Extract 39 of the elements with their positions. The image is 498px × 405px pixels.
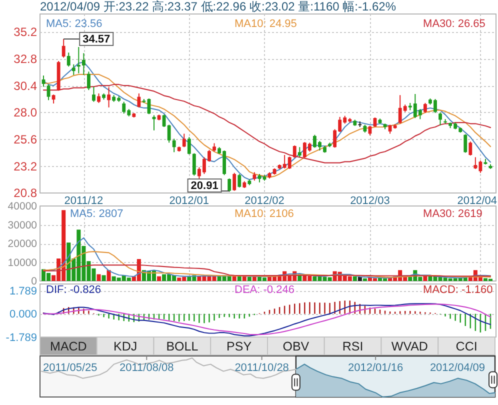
x-tick-label: 2011/08/08 — [120, 362, 174, 374]
tab: BOLL — [153, 336, 212, 356]
tab: OBV — [267, 336, 325, 356]
y-tick-label: 30.4 — [14, 78, 38, 93]
annotation: 2012/04/09 — [430, 362, 485, 374]
legend: MA5: 23.56 MA10: 24.95 MA30: 26.65 — [46, 18, 486, 30]
y-tick-label: 0 — [31, 276, 38, 288]
y-tick-label: 30000 — [8, 219, 38, 232]
y-tick-label: 35.2 — [14, 25, 38, 40]
y-tick-label: 20.8 — [14, 186, 38, 200]
y-tick-label: 1.789 — [9, 285, 37, 298]
x-tick-label: 2012/03 — [350, 195, 390, 207]
legend: DIF: -0.826 DEA: -0.246 MACD: -1.160 — [46, 284, 493, 296]
y-tick-label: 20000 — [8, 238, 38, 250]
y-tick-label: 25.6 — [14, 132, 38, 146]
value-label: 34.57 — [63, 32, 114, 46]
tab: CCI — [438, 336, 496, 356]
chart-title: 2012/04/09 开:23.22 高:23.37 低:22.96 收:23.02 量:1160 幅:-1.62% — [40, 0, 396, 14]
y-tick-label: -1.789 — [6, 332, 37, 344]
annotation: 2011/05/25 — [43, 362, 98, 374]
y-tick-label: 28.0 — [14, 106, 38, 120]
x-tick-label: 2012/02 — [244, 195, 284, 207]
legend: MA5: 2807 MA10: 2106 MA30: 2619 — [70, 208, 482, 220]
y-tick-label: 23.2 — [14, 159, 38, 174]
tab: PSY — [210, 336, 268, 356]
x-tick-label: 2012/01/16 — [348, 362, 404, 374]
tab: KDJ — [96, 336, 154, 356]
x-tick-label: 2011/10/28 — [234, 362, 289, 374]
x-tick-label: 2011/12 — [64, 195, 104, 207]
y-tick-label: 32.8 — [14, 52, 38, 66]
tab: WVAD — [380, 336, 439, 356]
value-label: 20.91 — [187, 178, 230, 192]
x-tick-label: 2012/04 — [457, 195, 497, 207]
tab: MACD — [40, 336, 98, 356]
y-tick-label: 10000 — [8, 256, 38, 269]
y-tick-label: 40000 — [8, 200, 38, 213]
tab: RSI — [324, 336, 382, 356]
x-tick-label: 2012/01 — [169, 195, 210, 207]
y-tick-label: 0.000 — [9, 308, 37, 321]
